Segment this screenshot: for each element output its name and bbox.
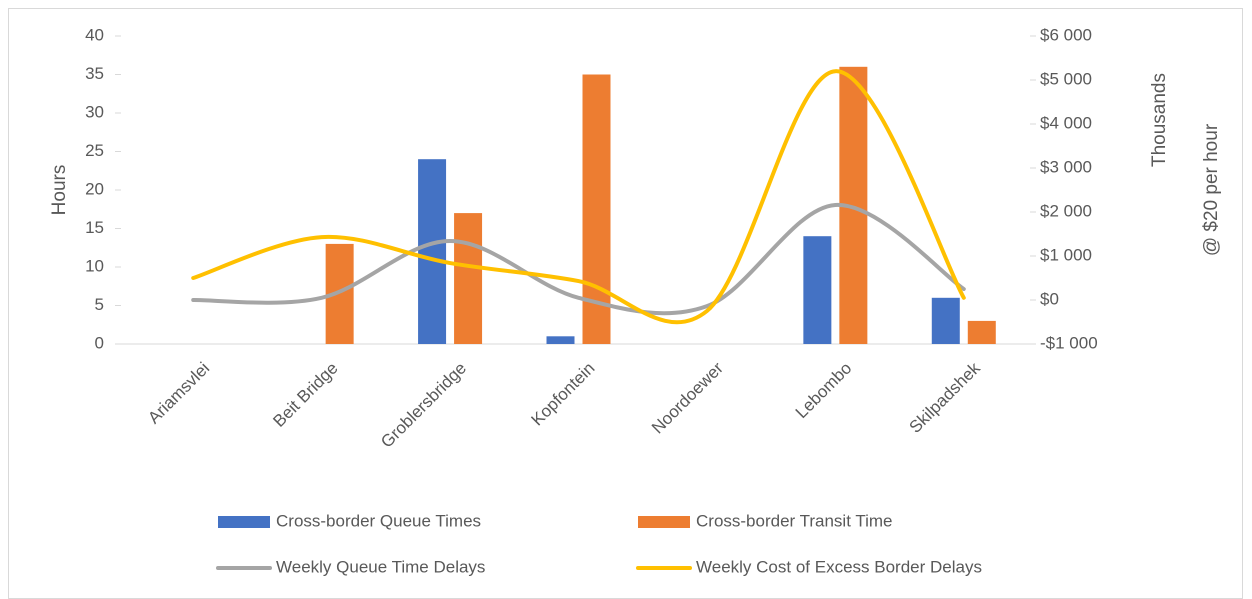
bar: [931, 297, 960, 344]
x-tick-label: Ariamsvlei: [144, 359, 213, 428]
legend-label: Cross-border Transit Time: [696, 511, 893, 530]
x-tick-label: Skilpadshek: [906, 358, 985, 437]
y2-tick-label: $6 000: [1040, 25, 1092, 44]
x-tick-label: Groblersbridge: [377, 359, 470, 452]
y2-tick-label: -$1 000: [1040, 333, 1098, 352]
y-tick-label: 20: [85, 179, 104, 198]
y2-tick-label: $3 000: [1040, 157, 1092, 176]
y2-axis-title: Thousands: [1149, 73, 1170, 167]
x-tick-label: Noordoewer: [648, 358, 727, 437]
line: [191, 69, 966, 325]
legend-swatch: [638, 516, 690, 528]
y-tick-label: 25: [85, 141, 104, 160]
y-tick-label: 10: [85, 256, 104, 275]
y2-tick-label: $4 000: [1040, 113, 1092, 132]
bar: [967, 320, 996, 344]
y-tick-label: 35: [85, 64, 104, 83]
y2-axis-subtitle: @ $20 per hour: [1201, 123, 1222, 256]
bar: [803, 236, 832, 344]
line: [191, 202, 966, 316]
legend-label: Weekly Queue Time Delays: [276, 557, 485, 576]
bar: [546, 336, 575, 344]
x-tick-label: Beit Bridge: [269, 359, 341, 431]
y-tick-label: 0: [95, 333, 104, 352]
y-tick-label: 40: [85, 25, 104, 44]
bar: [418, 159, 447, 344]
y-tick-label: 30: [85, 102, 104, 121]
legend-label: Cross-border Queue Times: [276, 511, 481, 530]
x-tick-label: Lebombo: [792, 359, 856, 423]
y-tick-label: 5: [95, 295, 104, 314]
bar: [454, 213, 483, 344]
y2-tick-label: $0: [1040, 289, 1059, 308]
y-tick-label: 15: [85, 218, 104, 237]
legend-swatch: [218, 516, 270, 528]
legend-label: Weekly Cost of Excess Border Delays: [696, 557, 982, 576]
x-tick-label: Kopfontein: [528, 359, 599, 430]
y2-tick-label: $2 000: [1040, 201, 1092, 220]
y2-tick-label: $5 000: [1040, 69, 1092, 88]
y2-tick-label: $1 000: [1040, 245, 1092, 264]
y-axis-title: Hours: [49, 165, 70, 216]
